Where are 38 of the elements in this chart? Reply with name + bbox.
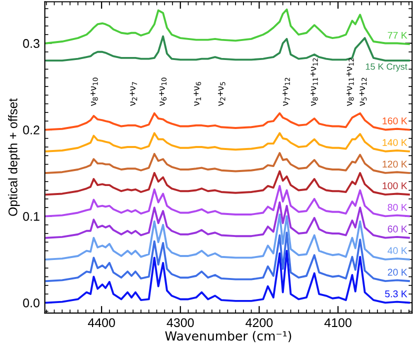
annotation: ν$_{7}$+ν$_{12}$	[282, 78, 290, 106]
y-tick-label: 0.0	[23, 298, 40, 308]
series-label: 77 K	[388, 32, 408, 39]
annotation: ν$_{8}$+ν$_{11}$+ν$_{12}$	[310, 58, 318, 106]
x-tick-label: 4100	[324, 318, 352, 328]
annotation: ν$_{2}$+ν$_{5}$	[218, 82, 226, 106]
series-label: 120 K	[382, 160, 408, 168]
line-series	[45, 201, 410, 239]
y-axis-title: Optical depth + offset	[8, 98, 20, 216]
x-tick-label: 4400	[88, 318, 115, 328]
series-label: 100 K	[382, 182, 408, 190]
series-label: 60 K	[388, 226, 408, 232]
series-label: 5.3 K	[385, 290, 408, 298]
y-tick-label: 0.1	[23, 212, 40, 221]
line-series	[45, 213, 410, 260]
series-label: 40 K	[388, 247, 408, 254]
line-series	[45, 112, 410, 131]
line-series	[45, 232, 410, 282]
y-tick-label: 0.2	[23, 126, 40, 134]
series-label: 20 K	[388, 268, 408, 276]
line-series	[45, 8, 410, 46]
line-series	[45, 170, 410, 196]
y-tick-label: 0.3	[23, 39, 40, 48]
x-tick-label: 4300	[166, 318, 194, 328]
x-axis-title: Wavenumber (cm⁻¹)	[165, 330, 292, 342]
annotation: ν$_{8}$+ν$_{10}$	[90, 78, 98, 106]
annotation: ν$_{8}$+ν$_{11}$+ν$_{12}$	[346, 58, 354, 106]
x-tick-label: 4200	[246, 318, 273, 328]
series-label: 140 K	[382, 139, 408, 146]
line-series	[45, 152, 410, 174]
annotation: ν$_{1}$+ν$_{6}$	[194, 82, 202, 106]
series-label: 80 K	[388, 204, 408, 211]
series-label: 15 K Cryst	[366, 63, 408, 72]
annotation: ν$_{2}$+ν$_{7}$	[130, 82, 138, 106]
series-label: 160 K	[382, 117, 408, 124]
annotation: ν$_{5}$+ν$_{12}$	[359, 78, 367, 106]
annotation: ν$_{6}$+ν$_{10}$	[159, 78, 167, 106]
line-series	[45, 132, 410, 152]
